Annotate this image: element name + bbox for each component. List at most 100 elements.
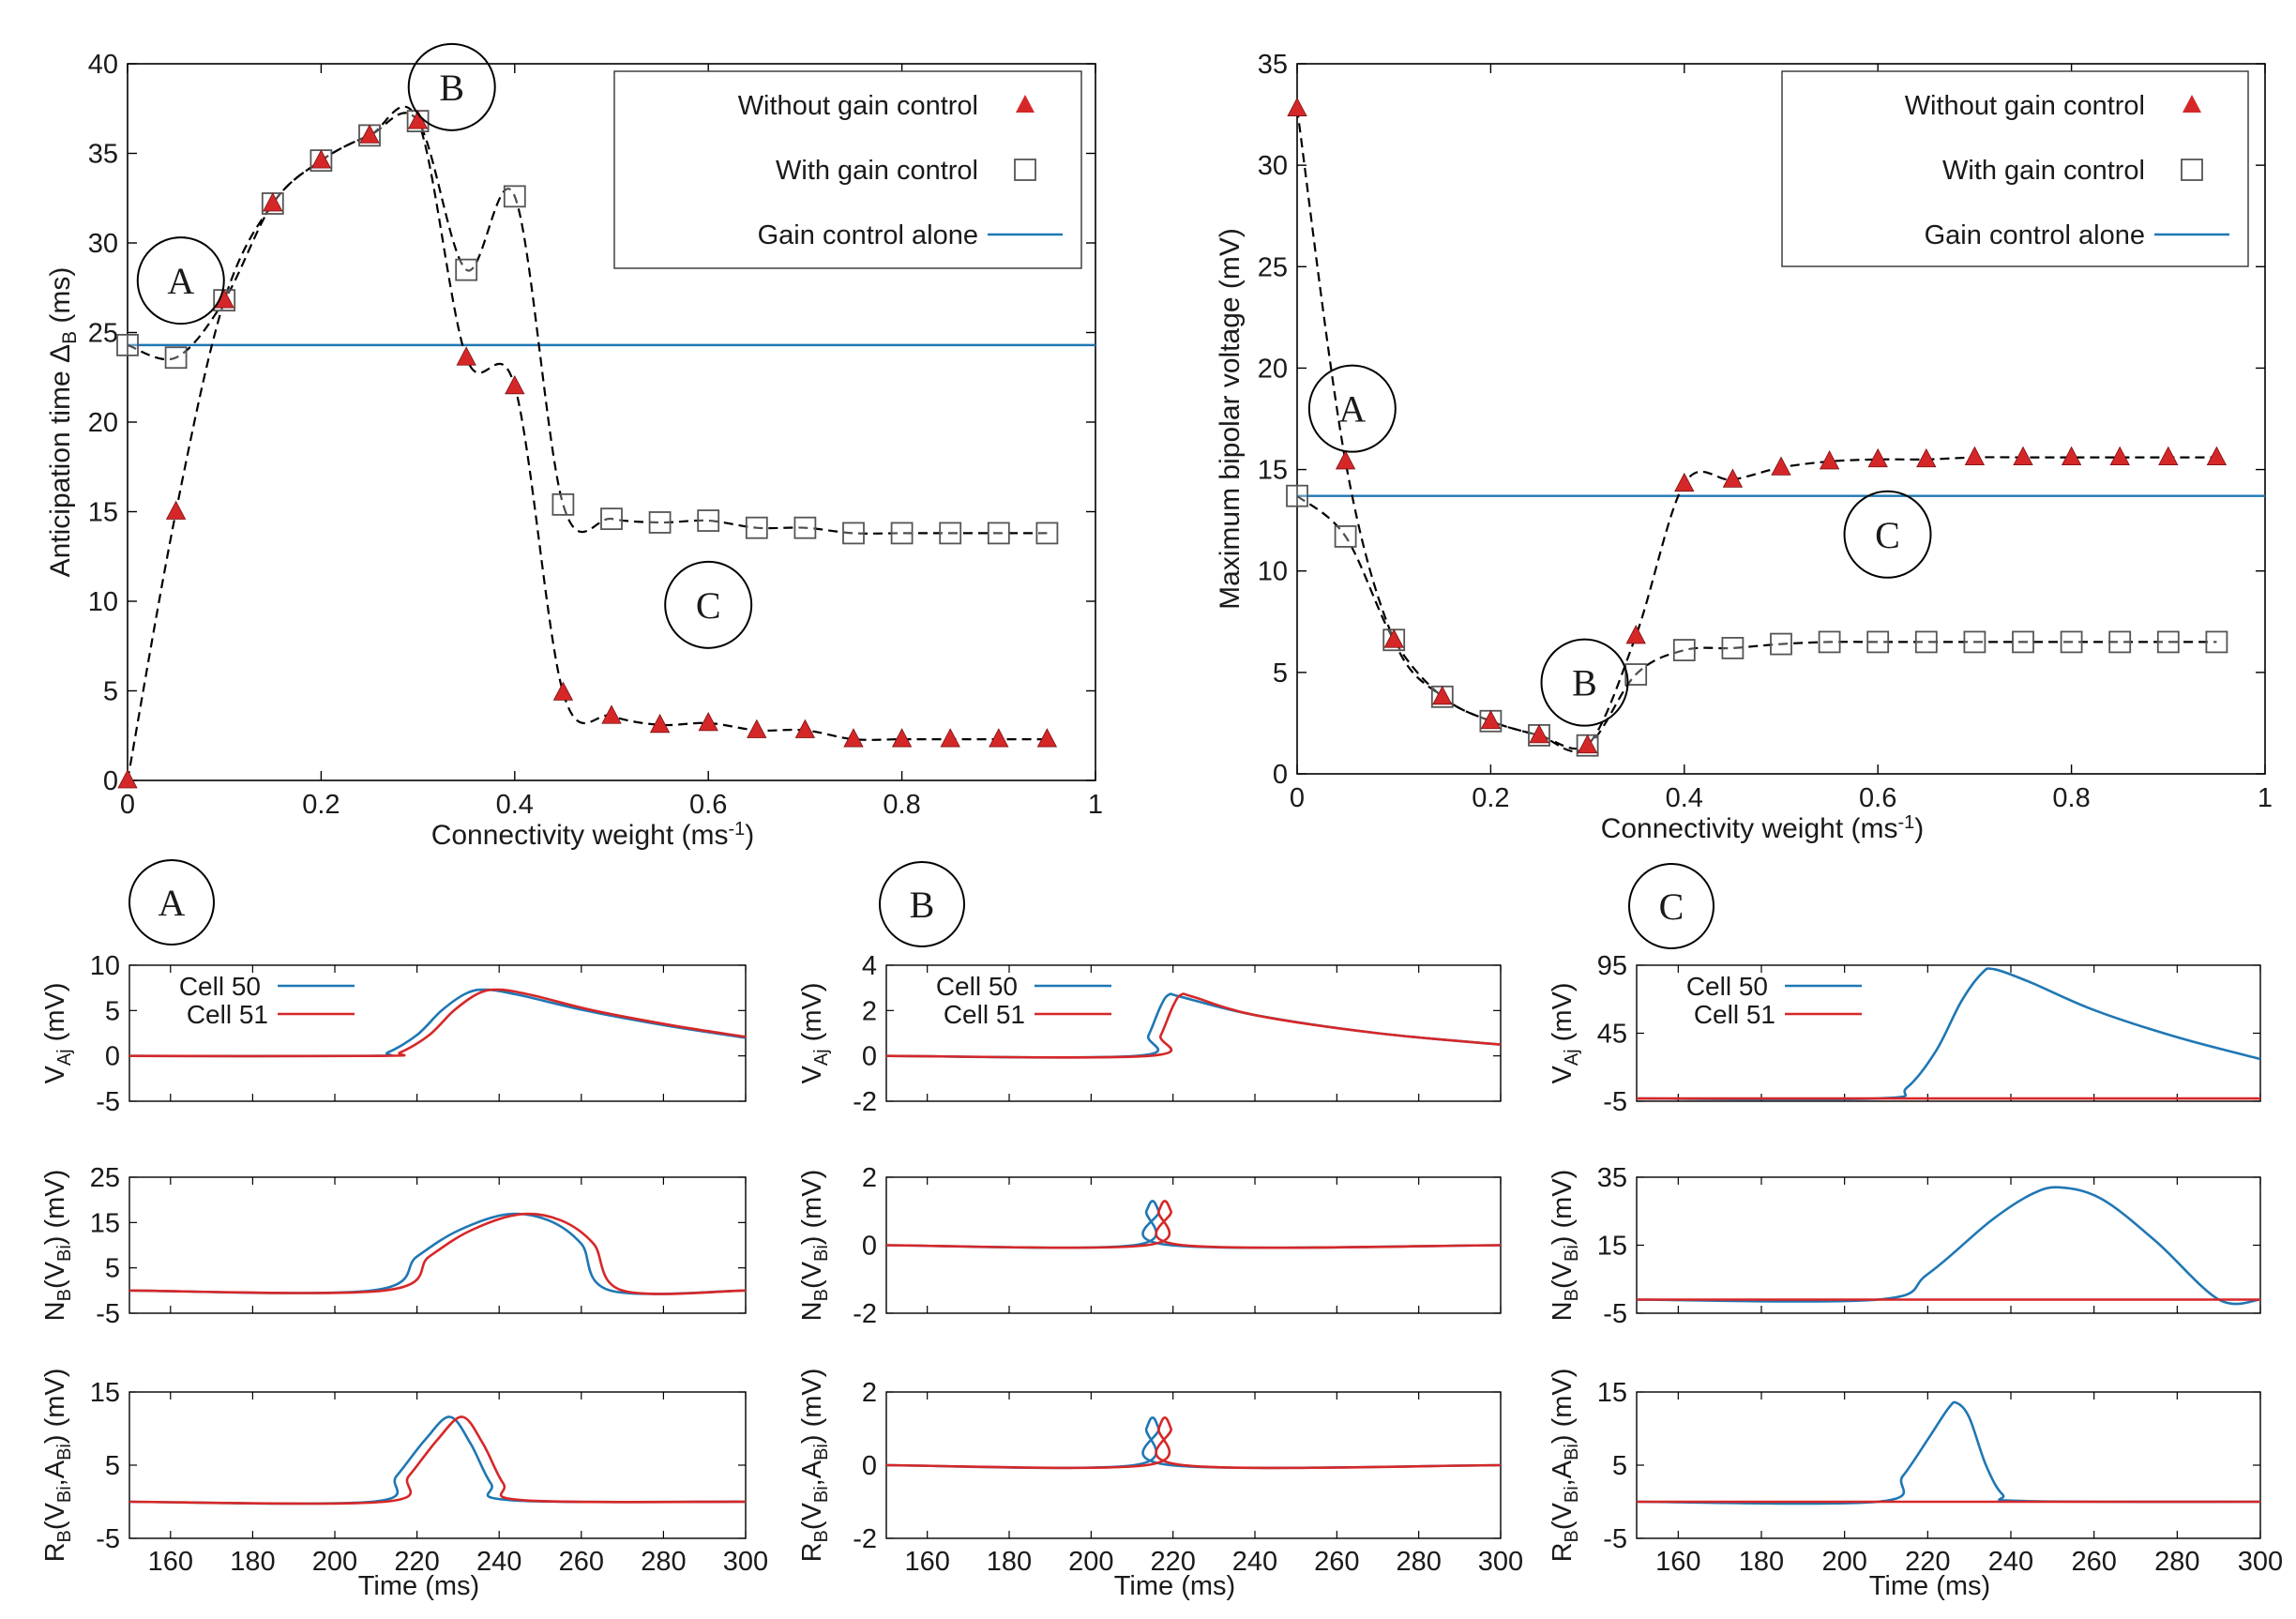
marker-square [987,522,1010,545]
subplot-frame [128,1176,747,1314]
y-axis-label: VAj (mV) [40,982,75,1083]
x-tick-label: 260 [559,1547,604,1577]
x-tick-label: 200 [312,1547,357,1577]
marker-triangle [310,149,332,169]
marker-triangle [1287,97,1307,116]
y-label-part: (mV) [1548,982,1578,1049]
marker-square [600,507,623,531]
x-tick-label: 300 [1478,1547,1523,1577]
y-label-part: (mV) [797,982,827,1049]
y-tick-label: 2 [862,1163,877,1193]
curve-cell-51 [129,1415,746,1506]
curve-cell-50 [129,1212,746,1295]
marker-square [2060,630,2083,654]
y-axis-label-sub: B [59,331,81,344]
x-tick-label: 160 [904,1547,949,1577]
x-tick-label: 180 [987,1547,1032,1577]
legend-triangle-sample [1016,95,1035,113]
y-tick-label: 10 [1258,557,1288,587]
annotation-label-A: A [167,260,194,302]
y-tick-label: 0 [862,1232,877,1262]
marker-square [1035,522,1059,545]
y-label-part: N [40,1301,70,1321]
y-label-part: R [797,1542,827,1562]
y-label-part: (V [797,1261,827,1289]
y-label-sub: B [1562,1289,1582,1301]
marker-square [2156,630,2180,654]
marker-triangle [1722,468,1744,488]
x-axis-label-end: ) [745,820,754,851]
marker-triangle [2013,446,2033,465]
legend-label-cell-51: Cell 51 [187,1000,268,1029]
marker-square [1624,663,1648,686]
panel-label-B: B [910,884,935,926]
marker-triangle [359,124,380,144]
annotation-circle-B [1540,638,1629,727]
curve-cell-50 [1637,1400,2260,1506]
curve-cell-50 [886,1415,1501,1470]
y-tick-label: -5 [96,1524,120,1554]
y-axis-label: NB(VBi) (mV) [40,1170,75,1322]
marker-triangle [1335,450,1356,470]
panel-circle-C [1628,863,1714,949]
marker-triangle [1771,456,1791,476]
y-label-part: V [797,1066,827,1084]
panel-label-A: A [159,882,186,924]
y-tick-label: 0 [862,1042,877,1072]
y-tick-label: -5 [1603,1299,1627,1329]
annotation-circle-A [136,236,225,325]
y-label-sub: B [54,1289,75,1301]
legend-label-1: Without gain control [738,91,978,121]
annotation-circle-C [664,560,753,649]
y-tick-label: 15 [1597,1232,1627,1262]
annotation-label-B: B [439,67,464,109]
x-tick-label: 300 [2238,1547,2283,1577]
y-axis-label: NB(VBi) (mV) [1548,1170,1582,1322]
x-tick-label: 0.4 [1666,783,1703,813]
subplot-frame [885,964,1502,1102]
legend-label-cell-51: Cell 51 [1694,1000,1775,1029]
subplot-B-2: -2 0 2 NB(VBi) (mV) [797,1163,1502,1329]
y-axis-label-end: (ms) [45,267,76,331]
y-label-sub: Bi [811,1245,832,1262]
subplot-frame [1636,1176,2261,1314]
y-tick-label: -2 [853,1524,877,1554]
y-label-part: V [40,1066,70,1084]
marker-square [2108,630,2132,654]
y-tick-label: 20 [88,408,118,438]
y-tick-label: 25 [90,1163,120,1193]
y-label-part: ) (mV) [40,1369,70,1445]
marker-square [697,509,720,532]
y-tick-label: 5 [105,1451,120,1481]
marker-triangle [649,713,671,734]
y-label-sub: Aj [1562,1049,1582,1066]
y-label-part: (V [1548,1502,1578,1530]
y-axis-label: RB(VBi,ABi) (mV) [1548,1369,1582,1563]
subplot-frame [1636,1391,2261,1539]
subplot-C-3: 160 180 200 220 240 260 280 300-5515RB(VBi,ABi)… [1548,1369,2283,1601]
marker-triangle [1577,734,1598,754]
marker-triangle [1674,472,1695,492]
y-tick-label: -5 [96,1087,120,1117]
marker-triangle [698,712,718,732]
y-label-part: ,A [1548,1460,1578,1486]
marker-triangle [2158,446,2179,465]
x-tick-label: 0.6 [689,790,727,820]
x-tick-label: 160 [1655,1547,1700,1577]
x-tick-label: 260 [2071,1547,2116,1577]
x-tick-label: 1 [1088,790,1103,820]
subplot-C-2: -5 15 35 NB(VBi) (mV) [1548,1163,2261,1329]
x-tick-label: 220 [1150,1547,1195,1577]
x-tick-label: 0.2 [302,790,340,820]
x-tick-label: 220 [394,1547,439,1577]
legend-square-sample [1014,159,1036,181]
subplot-frame [128,1391,747,1539]
curve-cell-51 [129,988,746,1058]
y-label-sub: Bi [811,1444,832,1460]
x-axis-label: Connectivity weight (ms-1) [1601,812,1925,844]
y-tick-label: 10 [90,951,120,981]
y-label-part: ) (mV) [797,1170,827,1246]
